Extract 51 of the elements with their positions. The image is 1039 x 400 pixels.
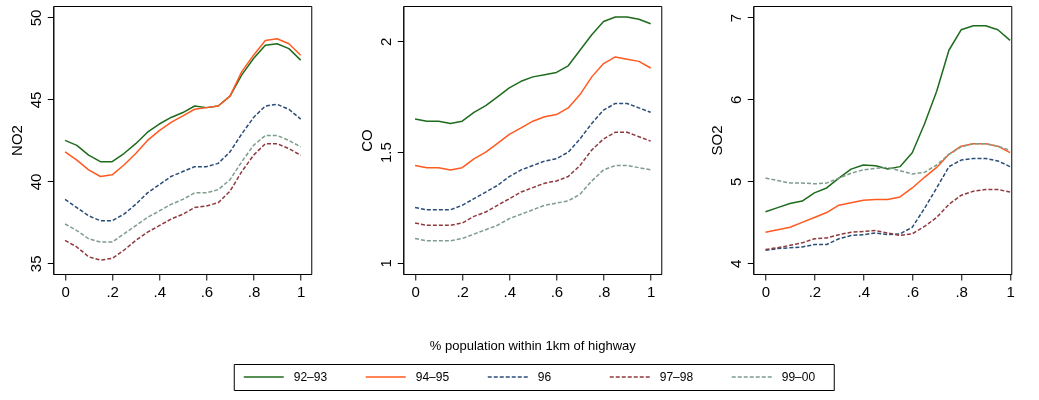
line-series [414,164,652,242]
x-tick-label: 0 [761,282,771,300]
line-series [414,56,652,171]
x-tick-label: .2 [106,282,119,300]
y-tick-label: 4 [726,259,744,269]
x-tick-label: 1 [1006,282,1015,300]
legend-label: 94–95 [415,370,450,384]
x-tick-label: .6 [200,282,214,300]
x-tick-label: .6 [550,282,564,300]
x-tick-label: .2 [456,282,469,300]
y-tick-label: 45 [26,91,44,109]
y-axis-title: SO2 [707,125,725,156]
y-tick-label: 7 [726,13,744,23]
x-tick-label: .4 [153,282,167,300]
y-tick-label: 50 [26,9,44,27]
legend-label: 92–93 [293,370,328,384]
x-tick-label: .6 [906,282,919,300]
line-series [764,188,1011,251]
x-tick-label: 1 [297,282,306,300]
x-axis-title: % population within 1km of highway [429,337,637,353]
y-tick-label: 1 [376,259,394,268]
y-tick-label: 2 [376,37,394,47]
y-tick-label: 1.5 [376,142,394,164]
x-tick-label: 1 [647,282,656,300]
x-tick-label: .2 [808,282,822,300]
line-series [64,134,302,243]
y-tick-label: 40 [26,173,44,191]
y-tick-label: 5 [726,177,744,187]
line-series [764,142,1011,233]
x-tick-label: .4 [857,282,871,300]
legend-label: 97–98 [659,370,694,384]
y-tick-label: 6 [726,95,744,105]
legend-label: 96 [537,370,552,384]
x-tick-label: 0 [61,282,70,300]
line-series [414,102,652,211]
x-tick-label: .8 [597,282,611,300]
x-tick-label: .8 [955,282,968,300]
x-tick-label: .4 [503,282,517,300]
line-series [414,16,652,125]
y-axis-title: CO [357,129,375,152]
line-series [414,131,652,227]
y-tick-label: 35 [26,255,44,273]
legend-label: 99–00 [781,370,816,384]
line-series [64,142,302,261]
line-series [764,157,1011,251]
x-tick-label: 0 [411,282,420,300]
y-axis-title: NO2 [7,125,25,156]
line-series [764,24,1011,213]
line-series [764,142,1011,185]
line-series [64,103,302,222]
x-tick-label: .8 [247,282,261,300]
